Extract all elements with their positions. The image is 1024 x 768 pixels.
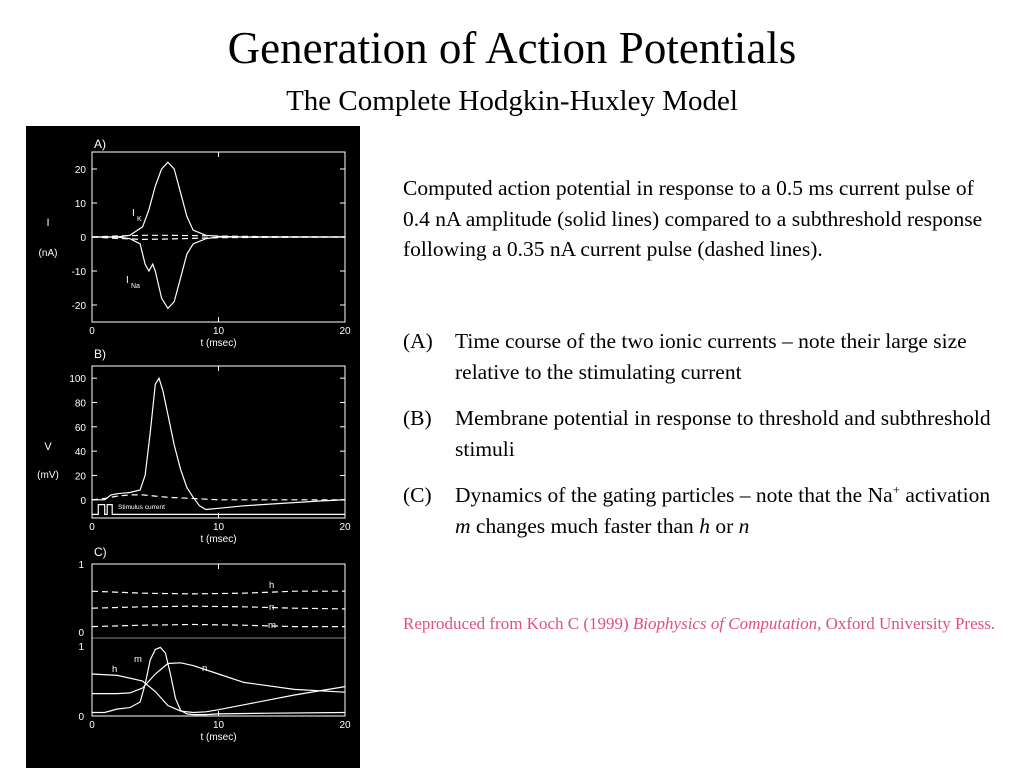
reference-pre: Reproduced from Koch C (1999)	[403, 614, 633, 633]
panel-label-c: C)	[94, 545, 107, 559]
y-axis-unit: (mV)	[37, 470, 59, 481]
y-tick-label: -20	[72, 301, 87, 312]
y-tick-label: 60	[75, 423, 87, 434]
reference-book: Biophysics of Computation	[632, 614, 818, 633]
gate-m-label: m	[134, 654, 142, 665]
x-tick-label: 20	[339, 720, 351, 731]
list-item: (A) Time course of the two ionic current…	[403, 326, 1003, 387]
gate-h-label: h	[112, 664, 117, 675]
series-line	[91, 673, 346, 714]
hh-figure: A) 20 10 0 -10 -20 0 10 20 t (msec) I (nA) I K I Na B) 10…	[26, 126, 360, 768]
x-axis-label: t (msec)	[200, 534, 236, 545]
x-tick-label: 10	[213, 720, 225, 731]
ik-subscript: K	[137, 216, 142, 223]
panel-label-b: B)	[94, 347, 106, 361]
series-line	[92, 504, 345, 515]
gate-m-label: m	[268, 620, 276, 631]
y-tick-label: 40	[75, 447, 87, 458]
item-text-c-part2: activation	[899, 483, 991, 507]
y-tick-label: 10	[75, 199, 87, 210]
y-tick-label: 1	[78, 642, 84, 653]
x-tick-label: 0	[89, 326, 95, 337]
var-h: h	[699, 513, 710, 538]
y-tick-label: 100	[69, 374, 86, 385]
series-line	[92, 161, 345, 238]
item-label-b: (B)	[403, 406, 432, 430]
list-item: (C) Dynamics of the gating particles – n…	[403, 480, 1003, 541]
item-label-c: (C)	[403, 483, 432, 507]
panel-descriptions: (A) Time course of the two ionic current…	[403, 326, 1003, 557]
na-superscript: +	[892, 481, 900, 497]
y-tick-label: 20	[75, 165, 87, 176]
y-tick-label: 0	[78, 628, 84, 639]
series-line	[92, 646, 346, 716]
y-tick-label: -10	[72, 267, 87, 278]
item-text-c-part1: Dynamics of the gating particles – note …	[455, 483, 893, 507]
item-text-a: Time course of the two ionic currents – …	[455, 329, 967, 384]
series-line	[92, 376, 346, 511]
x-tick-label: 20	[339, 326, 351, 337]
gate-n-label: n	[269, 602, 274, 613]
reference: Reproduced from Koch C (1999) Biophysics…	[403, 612, 1003, 636]
x-tick-label: 20	[339, 522, 351, 533]
y-tick-label: 1	[78, 560, 84, 571]
item-text-b: Membrane potential in response to thresh…	[455, 406, 991, 461]
x-tick-label: 10	[213, 326, 225, 337]
x-axis-label: t (msec)	[200, 338, 236, 349]
series-line	[91, 605, 346, 610]
series-line	[92, 662, 346, 695]
x-tick-label: 10	[213, 522, 225, 533]
y-tick-label: 0	[80, 496, 86, 507]
series-line	[91, 494, 345, 501]
ik-annotation: I	[132, 208, 135, 219]
y-tick-label: 80	[75, 398, 87, 409]
ina-annotation: I	[126, 275, 129, 286]
gate-h-label: h	[269, 580, 274, 591]
item-text-c: Dynamics of the gating particles – note …	[455, 480, 1003, 541]
item-label-a: (A)	[403, 329, 433, 353]
var-n: n	[738, 513, 750, 538]
series-line	[91, 590, 345, 595]
y-tick-label: 20	[75, 471, 87, 482]
panel-b-frame	[91, 365, 346, 519]
y-tick-label: 0	[80, 233, 86, 244]
x-axis-label: t (msec)	[200, 732, 236, 743]
gate-n-label: n	[202, 663, 207, 674]
item-text-c-part3: changes much faster than	[470, 513, 700, 538]
series-line	[91, 623, 345, 628]
stimulus-current-label: Stimulus current	[118, 504, 165, 511]
reference-post: , Oxford University Press.	[817, 614, 996, 633]
y-axis-label: V	[44, 441, 52, 453]
slide-title: Generation of Action Potentials	[227, 23, 797, 73]
slide-subtitle: The Complete Hodgkin-Huxley Model	[286, 85, 738, 117]
list-item: (B) Membrane potential in response to th…	[403, 403, 1003, 464]
figure-caption: Computed action potential in response to…	[403, 176, 983, 261]
y-axis-label: I	[46, 217, 49, 229]
ina-subscript: Na	[131, 283, 140, 290]
var-m: m	[455, 513, 471, 538]
panel-label-a: A)	[94, 137, 106, 151]
x-tick-label: 0	[89, 720, 95, 731]
item-text-c-part4: or	[709, 513, 739, 538]
x-tick-label: 0	[89, 522, 95, 533]
series-line	[92, 236, 345, 310]
y-axis-unit: (nA)	[39, 248, 58, 259]
y-tick-label: 0	[78, 712, 84, 723]
